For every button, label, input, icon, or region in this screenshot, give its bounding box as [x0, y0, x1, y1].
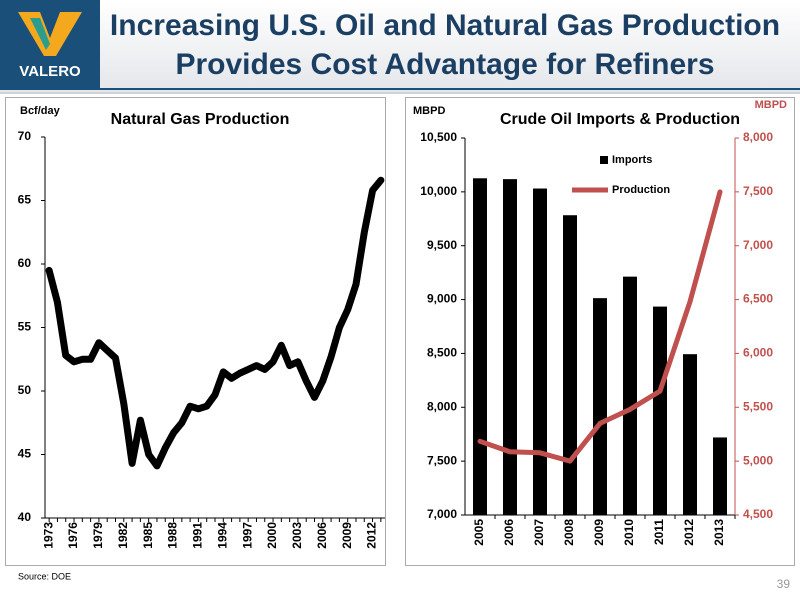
y2-tick-label: 7,500 — [743, 184, 773, 198]
source-note: Source: DOE — [18, 571, 71, 581]
data-line — [477, 189, 723, 464]
x-tick-label: 2000 — [265, 522, 279, 549]
y-tick-label: 8,500 — [427, 346, 457, 360]
x-tick-label: 1973 — [41, 522, 55, 549]
x-tick-label: 2009 — [592, 519, 606, 546]
y-tick-label: 50 — [18, 383, 32, 397]
bar — [503, 179, 517, 515]
y-tick-label: 9,000 — [427, 292, 457, 306]
chart-title: Natural Gas Production — [111, 111, 290, 128]
bar — [563, 215, 577, 515]
x-tick-label: 2006 — [502, 519, 516, 546]
bar — [593, 298, 607, 515]
y-axis-label: Bcf/day — [20, 105, 61, 117]
header-bg — [0, 0, 800, 92]
y-tick-label: 55 — [18, 320, 32, 334]
logo-text: VALERO — [19, 63, 81, 80]
y2-axis-label: MBPD — [755, 99, 787, 111]
y2-tick-label: 6,000 — [743, 346, 773, 360]
bar — [623, 276, 637, 515]
x-tick-label: 2011 — [652, 519, 666, 545]
x-tick-label: 2012 — [365, 522, 379, 549]
y-tick-label: 40 — [18, 510, 32, 524]
x-tick-label: 2003 — [290, 522, 304, 549]
y2-tick-label: 7,000 — [743, 238, 773, 252]
data-line — [45, 176, 385, 470]
x-tick-label: 2010 — [622, 519, 636, 546]
y2-tick-label: 5,000 — [743, 453, 773, 467]
x-tick-label: 1991 — [191, 522, 205, 549]
y-tick-label: 10,500 — [420, 130, 457, 144]
y-tick-label: 7,500 — [427, 453, 457, 467]
page-number: 39 — [777, 577, 791, 591]
bar — [653, 306, 667, 515]
y2-tick-label: 5,500 — [743, 399, 773, 413]
x-tick-label: 2008 — [562, 519, 576, 546]
bar — [713, 437, 727, 515]
y-tick-label: 45 — [18, 447, 32, 461]
slide-title: Provides Cost Advantage for Refiners — [175, 48, 714, 81]
chart-title: Crude Oil Imports & Production — [500, 111, 740, 128]
x-tick-label: 1997 — [240, 522, 254, 549]
x-tick-label: 2007 — [532, 519, 546, 546]
y-tick-label: 70 — [18, 129, 32, 143]
y-tick-label: 10,000 — [420, 184, 457, 198]
bar — [533, 188, 547, 515]
logo-v-accent — [30, 18, 50, 50]
x-tick-label: 2012 — [682, 519, 696, 546]
x-tick-label: 1982 — [116, 522, 130, 549]
y-tick-label: 8,000 — [427, 399, 457, 413]
panel — [5, 97, 386, 566]
x-tick-label: 1985 — [141, 522, 155, 549]
y-axis-label: MBPD — [413, 105, 445, 117]
y-tick-label: 60 — [18, 256, 32, 270]
x-tick-label: 1976 — [66, 522, 80, 549]
slide-title: Increasing U.S. Oil and Natural Gas Prod… — [110, 9, 780, 42]
x-tick-label: 2013 — [712, 519, 726, 546]
x-tick-label: 1988 — [166, 522, 180, 549]
legend-swatch — [600, 156, 608, 164]
legend-label: Imports — [612, 154, 652, 166]
bar — [683, 354, 697, 515]
legend-label: Production — [612, 184, 670, 196]
x-tick-label: 2005 — [472, 519, 486, 546]
y-tick-label: 9,500 — [427, 238, 457, 252]
y-tick-label: 7,000 — [427, 507, 457, 521]
y2-tick-label: 8,000 — [743, 130, 773, 144]
x-tick-label: 1994 — [215, 522, 229, 549]
y2-tick-label: 4,500 — [743, 507, 773, 521]
x-tick-label: 2009 — [340, 522, 354, 549]
y-tick-label: 65 — [18, 193, 32, 207]
bar — [473, 178, 487, 515]
x-tick-label: 1979 — [91, 522, 105, 549]
y2-tick-label: 6,500 — [743, 292, 773, 306]
x-tick-label: 2006 — [315, 522, 329, 549]
